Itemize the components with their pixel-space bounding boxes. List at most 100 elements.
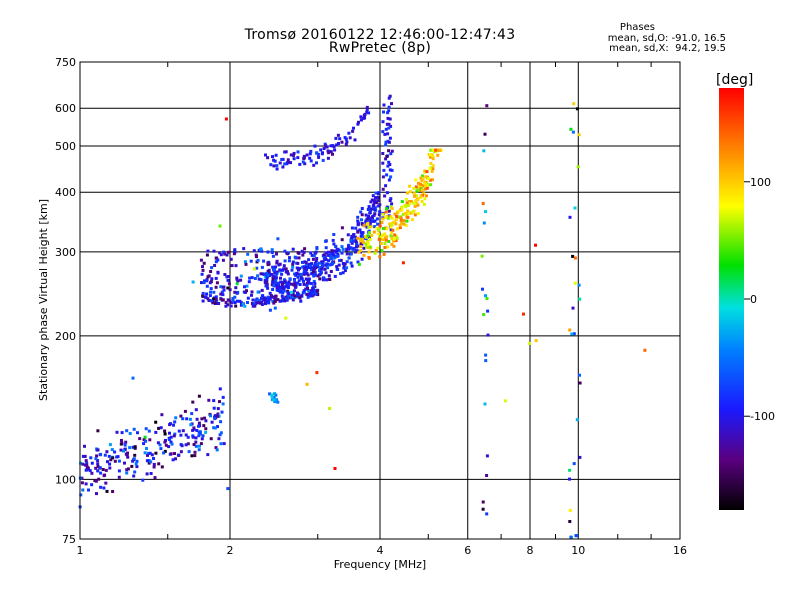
data-point: [355, 245, 358, 249]
data-point: [213, 414, 217, 418]
data-point: [358, 249, 362, 253]
data-point: [281, 268, 284, 272]
data-point: [208, 294, 212, 298]
data-point: [109, 458, 113, 462]
data-point: [273, 159, 277, 163]
data-point: [571, 130, 575, 134]
data-point: [360, 222, 364, 225]
data-point: [115, 430, 119, 434]
data-point: [292, 289, 296, 293]
data-point: [215, 448, 219, 452]
data-point: [429, 161, 433, 165]
data-point: [389, 234, 393, 238]
data-point: [272, 295, 276, 299]
data-point: [405, 212, 409, 216]
data-point: [260, 249, 264, 253]
data-point: [362, 224, 366, 228]
x-axis-label: Frequency [MHz]: [334, 558, 426, 571]
data-point: [321, 158, 325, 162]
data-point: [315, 289, 319, 293]
data-point: [384, 140, 388, 144]
data-point: [184, 443, 188, 447]
data-point: [243, 260, 247, 264]
data-point: [290, 268, 294, 272]
data-point: [389, 152, 393, 156]
data-point: [270, 283, 274, 287]
data-point: [243, 285, 246, 289]
data-point: [270, 272, 273, 276]
data-point: [202, 424, 206, 428]
data-point: [366, 208, 370, 211]
data-point: [364, 234, 368, 238]
data-point: [309, 268, 313, 272]
data-point: [222, 288, 226, 292]
data-point: [255, 297, 259, 301]
data-point: [416, 212, 420, 215]
data-point: [423, 181, 426, 185]
data-point: [333, 467, 337, 470]
data-point: [305, 292, 309, 296]
data-point: [411, 210, 415, 214]
data-point: [230, 264, 234, 268]
data-point: [409, 200, 413, 203]
data-point: [429, 148, 433, 152]
data-point: [358, 228, 362, 232]
data-point: [187, 450, 191, 454]
data-point: [356, 260, 360, 264]
data-point: [346, 233, 350, 237]
data-point: [374, 196, 377, 200]
data-point: [394, 218, 398, 222]
data-point: [250, 293, 253, 297]
data-point: [209, 287, 213, 291]
data-point: [275, 271, 279, 275]
data-point: [143, 451, 147, 455]
data-point: [286, 158, 290, 162]
data-point: [323, 142, 327, 146]
data-point: [185, 417, 189, 421]
data-point: [323, 257, 327, 261]
data-point: [349, 252, 353, 256]
data-point: [380, 249, 384, 253]
data-point: [390, 223, 394, 227]
data-point: [206, 297, 210, 301]
data-point: [367, 225, 371, 229]
data-point: [277, 263, 281, 267]
data-point: [251, 298, 255, 302]
data-point: [126, 467, 130, 471]
data-point: [374, 249, 378, 253]
data-point: [200, 417, 204, 421]
data-point: [193, 454, 197, 458]
data-point: [197, 448, 201, 452]
data-point: [361, 116, 365, 120]
data-point: [233, 301, 237, 305]
data-point: [231, 299, 235, 303]
data-point: [575, 107, 579, 111]
data-point: [172, 423, 175, 427]
data-point: [123, 447, 127, 451]
data-point: [294, 283, 298, 287]
data-point: [398, 226, 402, 229]
data-point: [265, 284, 269, 288]
data-point: [258, 301, 262, 305]
data-point: [141, 478, 145, 482]
data-point: [271, 398, 275, 402]
data-point: [226, 487, 230, 491]
data-point: [224, 117, 228, 121]
data-point: [205, 292, 209, 296]
data-point: [578, 455, 582, 459]
data-point: [284, 267, 288, 271]
data-point: [265, 277, 269, 281]
data-point: [311, 270, 315, 273]
data-point: [280, 272, 284, 276]
data-point: [381, 120, 385, 124]
data-point: [80, 481, 84, 485]
data-point: [256, 258, 260, 262]
data-point: [260, 303, 264, 306]
data-point: [313, 144, 317, 148]
data-point: [174, 416, 178, 420]
data-point: [337, 142, 340, 145]
data-point: [279, 280, 283, 284]
data-point: [103, 453, 107, 457]
data-point: [214, 285, 218, 289]
data-point: [190, 412, 194, 416]
